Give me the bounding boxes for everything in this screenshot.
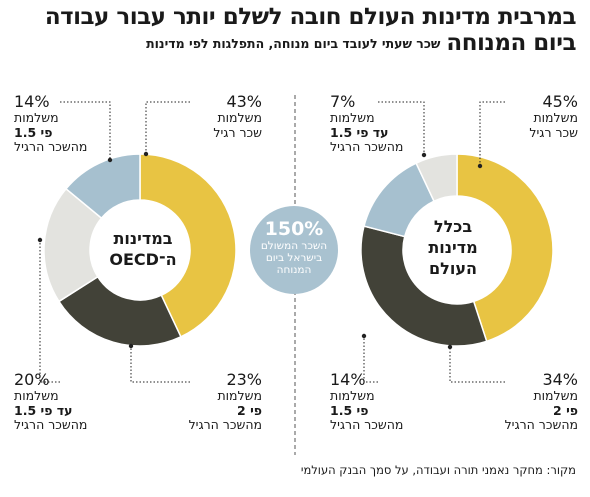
data-label: 20% bbox=[14, 370, 50, 389]
label-bold: עד פי 1.5 bbox=[330, 124, 389, 140]
leader-line bbox=[130, 346, 190, 383]
label-line: משלמות bbox=[330, 388, 375, 403]
leader-line bbox=[145, 101, 190, 154]
title-line-2: ביום המנוחה bbox=[446, 30, 576, 56]
world-label-double: 34% משלמות פי 2 מהשכר הרגיל bbox=[505, 370, 578, 433]
world-center-line-2: מדינות bbox=[428, 238, 478, 257]
oecd-donut bbox=[43, 153, 237, 347]
title-line-2-row: ביום המנוחה שכר שעתי לעובד ביום מנוחה, הת… bbox=[11, 30, 576, 57]
data-label: 23% bbox=[226, 370, 262, 389]
label-bold: פי 1.5 bbox=[14, 124, 53, 140]
israel-note: 150% השכר המשולם בישראל ביום המנוחה bbox=[251, 218, 337, 276]
israel-note-line-3: המנוחה bbox=[276, 264, 312, 276]
label-bold: פי 1.5 bbox=[330, 402, 369, 418]
leader-dot bbox=[361, 333, 367, 339]
world-slice-regular bbox=[456, 153, 554, 343]
label-line: משלמות bbox=[533, 388, 578, 403]
label-line: מהשכר הרגיל bbox=[188, 417, 262, 432]
oecd-label-one-half-up-to: 20% משלמות עד פי 1.5 מהשכר הרגיל bbox=[14, 370, 87, 433]
data-label: 45% bbox=[542, 92, 578, 111]
leader-dot bbox=[37, 237, 43, 243]
label-line: משלמות bbox=[330, 110, 375, 125]
label-line: שכר רגיל bbox=[529, 124, 578, 140]
oecd-slice-regular bbox=[139, 153, 237, 338]
data-label: 34% bbox=[542, 370, 578, 389]
label-line: מהשכר הרגיל bbox=[14, 139, 88, 154]
oecd-center-line-1: במדינות bbox=[113, 229, 173, 248]
world-center-line-1: בכלל bbox=[433, 217, 473, 236]
leader-line bbox=[479, 101, 505, 166]
oecd-label-one-half: 14% משלמות פי 1.5 מהשכר הרגיל bbox=[14, 92, 87, 155]
label-line: מהשכר הרגיל bbox=[330, 139, 404, 154]
oecd-center-label: במדינות ה־OECD bbox=[101, 228, 185, 270]
world-label-regular: 45% משלמות שכר רגיל bbox=[529, 92, 578, 140]
label-line: מהשכר הרגיל bbox=[330, 417, 404, 432]
leader-line bbox=[378, 101, 425, 155]
israel-note-line-1: השכר המשולם bbox=[260, 240, 328, 252]
leader-dot bbox=[107, 157, 113, 163]
data-label: 7% bbox=[330, 92, 356, 111]
leader-dot bbox=[128, 343, 134, 349]
oecd-label-regular: 43% משלמות שכר רגיל bbox=[213, 92, 262, 140]
leader-line bbox=[60, 101, 111, 160]
chart-subtitle: שכר שעתי לעובד ביום מנוחה, התפלגות לפי מ… bbox=[146, 36, 441, 51]
label-line: שכר רגיל bbox=[213, 124, 262, 140]
leader-dot bbox=[477, 163, 483, 169]
world-donut bbox=[360, 153, 554, 347]
world-slice-double bbox=[360, 225, 488, 347]
label-line: משלמות bbox=[217, 388, 262, 403]
world-slice-one-half-up-to bbox=[415, 153, 458, 203]
label-line: מהשכר הרגיל bbox=[14, 417, 88, 432]
israel-note-line-2: בישראל ביום bbox=[265, 252, 323, 264]
leader-dot bbox=[143, 151, 149, 157]
data-label: 14% bbox=[14, 92, 50, 111]
label-line: משלמות bbox=[14, 110, 59, 125]
data-label: 14% bbox=[330, 370, 366, 389]
world-center-line-3: העולם bbox=[429, 259, 477, 278]
world-label-one-half-up-to: 7% משלמות עד פי 1.5 מהשכר הרגיל bbox=[330, 92, 403, 155]
leader-dot bbox=[447, 344, 453, 350]
israel-circle bbox=[250, 206, 338, 294]
israel-value: 150% bbox=[264, 218, 324, 240]
label-bold: פי 2 bbox=[553, 402, 578, 418]
data-label: 43% bbox=[226, 92, 262, 111]
source-note: מקור: מחקר נאמני תורה ועבודה, על סמך הבנ… bbox=[300, 463, 576, 477]
world-label-one-half: 14% משלמות פי 1.5 מהשכר הרגיל bbox=[330, 370, 403, 433]
chart-title: במרבית מדינות העולם חובה לשלם יותר עבור … bbox=[11, 4, 577, 57]
leader-dot bbox=[421, 152, 427, 158]
oecd-label-double: 23% משלמות פי 2 מהשכר הרגיל bbox=[189, 370, 262, 433]
label-line: משלמות bbox=[217, 110, 262, 125]
label-bold: עד פי 1.5 bbox=[14, 402, 73, 418]
world-center-label: בכלל מדינות העולם bbox=[413, 216, 493, 279]
title-line-1: במרבית מדינות העולם חובה לשלם יותר עבור … bbox=[44, 4, 577, 30]
label-line: מהשכר הרגיל bbox=[504, 417, 578, 432]
oecd-slice-one-half bbox=[64, 153, 141, 220]
label-line: משלמות bbox=[14, 388, 59, 403]
oecd-center-line-2: ה־OECD bbox=[109, 250, 177, 269]
leader-line bbox=[449, 347, 505, 383]
label-line: משלמות bbox=[533, 110, 578, 125]
leader-lines bbox=[37, 101, 505, 383]
leader-line bbox=[363, 336, 378, 383]
label-bold: פי 2 bbox=[237, 402, 262, 418]
